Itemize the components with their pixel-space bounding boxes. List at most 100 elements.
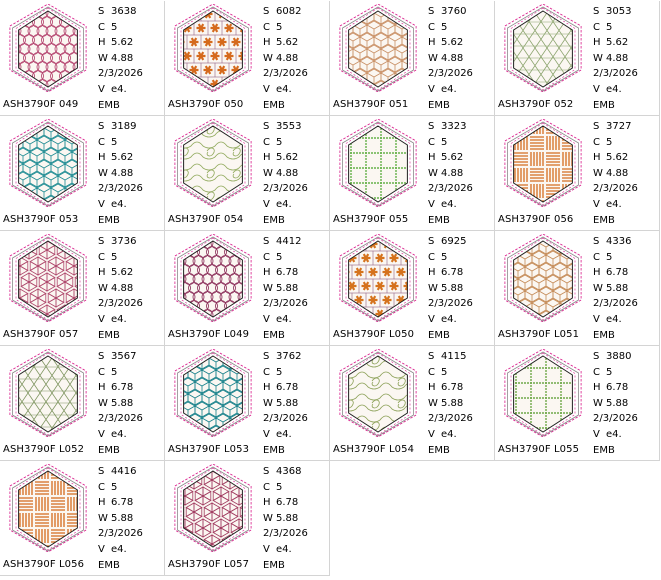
format-row: EMB	[593, 99, 615, 111]
format-row: EMB	[428, 214, 450, 226]
width-row: W 5.88	[263, 282, 299, 294]
file-name: ASH3790F L056	[3, 559, 85, 570]
date-row: 2/3/2026	[263, 528, 308, 540]
format-row: EMB	[98, 99, 120, 111]
stitch-count-row: S 3638	[98, 6, 137, 17]
embroidery-thumbnail	[504, 4, 582, 92]
date-row: 2/3/2026	[263, 298, 308, 310]
height-row: H 5.62	[98, 152, 134, 164]
stitch-count-row: S 6925	[428, 236, 467, 247]
height-row: H 6.78	[593, 267, 629, 279]
width-row: W 5.88	[98, 397, 134, 409]
date-row: 2/3/2026	[593, 183, 638, 195]
width-row: W 4.88	[593, 167, 629, 179]
stitch-count-row: S 4115	[428, 351, 467, 362]
format-row: EMB	[263, 99, 285, 111]
width-row: W 5.88	[593, 282, 629, 294]
embroidery-thumbnail	[9, 349, 87, 437]
embroidery-thumbnail	[174, 4, 252, 92]
file-name: ASH3790F 056	[498, 214, 574, 225]
width-row: W 4.88	[593, 52, 629, 64]
format-row: EMB	[263, 559, 285, 571]
stitch-count-row: S 3727	[593, 121, 632, 132]
width-row: W 5.88	[428, 397, 464, 409]
date-row: 2/3/2026	[263, 183, 308, 195]
height-row: H 6.78	[98, 497, 134, 509]
embroidery-thumbnail	[174, 119, 252, 207]
format-row: EMB	[428, 329, 450, 341]
file-name: ASH3790F 055	[333, 214, 409, 225]
file-name: ASH3790F L055	[498, 444, 580, 455]
file-name: ASH3790F L050	[333, 329, 415, 340]
format-row: EMB	[428, 444, 450, 456]
date-row: 2/3/2026	[263, 413, 308, 425]
format-row: EMB	[98, 329, 120, 341]
file-name: ASH3790F 049	[3, 99, 79, 110]
file-name: ASH3790F L057	[168, 559, 250, 570]
embroidery-thumbnail	[9, 4, 87, 92]
embroidery-thumbnail	[339, 234, 417, 322]
stitch-count-row: S 4336	[593, 236, 632, 247]
embroidery-thumbnail	[174, 234, 252, 322]
height-row: H 6.78	[428, 267, 464, 279]
width-row: W 5.88	[263, 397, 299, 409]
width-row: W 4.88	[98, 282, 134, 294]
width-row: W 5.88	[428, 282, 464, 294]
file-name: ASH3790F 052	[498, 99, 574, 110]
date-row: 2/3/2026	[98, 413, 143, 425]
width-row: W 5.88	[263, 512, 299, 524]
stitch-count-row: S 4412	[263, 236, 302, 247]
embroidery-thumbnail	[9, 234, 87, 322]
stitch-count-row: S 3880	[593, 351, 632, 362]
embroidery-thumbnail	[339, 349, 417, 437]
height-row: H 5.62	[593, 152, 629, 164]
format-row: EMB	[263, 444, 285, 456]
